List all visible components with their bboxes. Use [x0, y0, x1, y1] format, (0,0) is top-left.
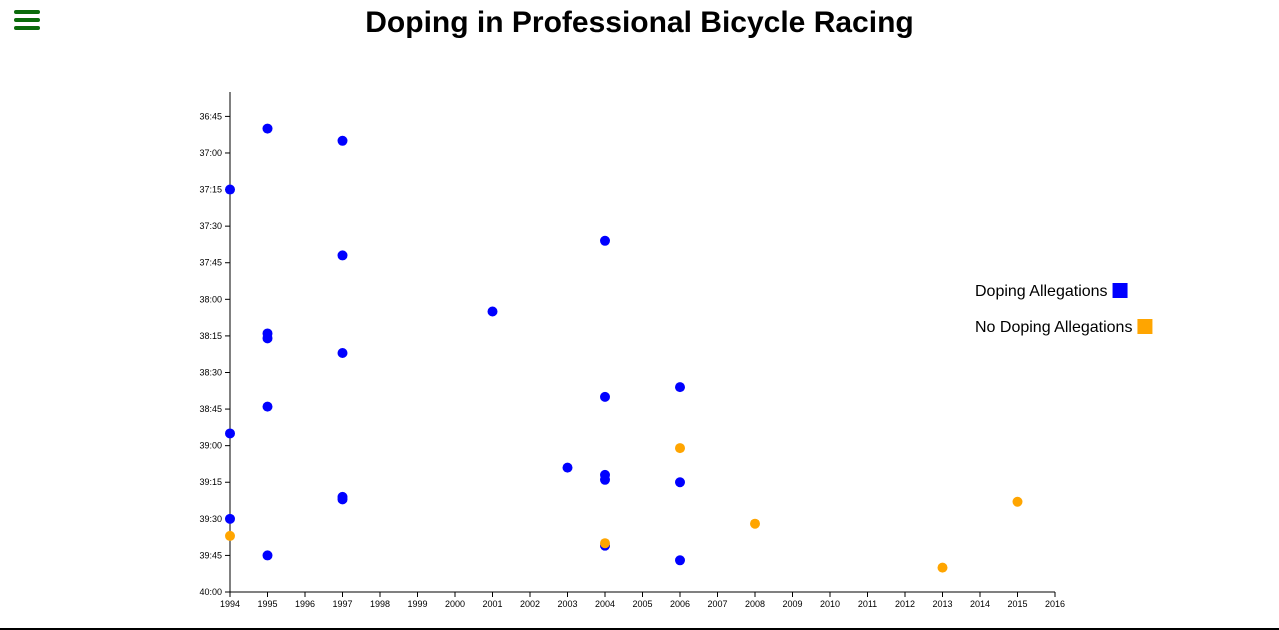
x-tick-label: 1994 — [220, 599, 240, 609]
hamburger-menu-icon-bar — [14, 26, 40, 30]
x-tick-label: 2006 — [670, 599, 690, 609]
data-point-no-doping — [675, 443, 685, 454]
x-tick-label: 2002 — [520, 599, 540, 609]
hamburger-menu-icon — [14, 10, 40, 14]
y-tick-label: 39:15 — [199, 477, 222, 487]
hamburger-menu-icon-bar — [14, 18, 40, 22]
data-point-doping — [600, 235, 610, 246]
y-tick-label: 38:15 — [199, 331, 222, 341]
y-tick-label: 37:30 — [199, 221, 222, 231]
x-tick-label: 1998 — [370, 599, 390, 609]
data-point-doping — [600, 474, 610, 485]
data-point-no-doping — [937, 562, 948, 573]
y-tick-label: 40:00 — [199, 587, 222, 597]
y-tick-label: 38:00 — [199, 294, 222, 304]
y-tick-label: 39:00 — [199, 441, 222, 451]
x-tick-label: 2013 — [932, 599, 952, 609]
x-tick-label: 1995 — [257, 599, 277, 609]
legend-swatch-no-doping — [1137, 319, 1153, 334]
y-tick-label: 38:45 — [199, 404, 222, 414]
x-tick-label: 1999 — [407, 599, 427, 609]
data-point-doping — [562, 462, 573, 473]
x-tick-label: 2016 — [1045, 599, 1065, 609]
data-point-no-doping — [750, 518, 760, 529]
x-tick-label: 2000 — [445, 599, 465, 609]
y-tick-label: 37:45 — [199, 258, 222, 268]
data-point-doping — [337, 347, 348, 358]
data-point-doping — [262, 401, 273, 412]
x-tick-label: 2010 — [820, 599, 840, 609]
legend-label-no-doping: No Doping Allegations — [975, 319, 1132, 336]
y-tick-label: 39:30 — [199, 514, 222, 524]
data-point-doping — [675, 477, 685, 488]
x-tick-label: 1997 — [332, 599, 352, 609]
x-tick-label: 2004 — [595, 599, 615, 609]
data-point-no-doping — [225, 530, 235, 541]
x-tick-label: 2005 — [632, 599, 652, 609]
x-tick-label: 2011 — [858, 599, 877, 609]
x-tick-label: 2008 — [745, 599, 765, 609]
data-point-doping — [225, 184, 235, 195]
data-point-doping — [262, 123, 273, 134]
x-tick-label: 2003 — [557, 599, 577, 609]
legend-swatch-doping — [1112, 283, 1128, 298]
data-point-doping — [262, 550, 273, 561]
page-title: Doping in Professional Bicycle Racing — [365, 6, 914, 39]
data-point-doping — [337, 250, 348, 261]
x-tick-label: 2009 — [782, 599, 802, 609]
y-tick-label: 36:45 — [199, 111, 222, 121]
y-tick-label: 37:00 — [199, 148, 222, 158]
data-point-doping — [675, 555, 685, 566]
x-tick-label: 2012 — [895, 599, 915, 609]
y-tick-label: 39:45 — [199, 550, 222, 560]
data-point-doping — [262, 333, 273, 344]
data-point-doping — [600, 391, 610, 402]
x-tick-label: 2014 — [970, 599, 990, 609]
legend-label-doping: Doping Allegations — [975, 283, 1108, 300]
x-tick-label: 1996 — [295, 599, 315, 609]
data-point-doping — [675, 382, 685, 393]
data-point-doping — [225, 428, 235, 439]
data-point-doping — [487, 306, 498, 317]
data-point-doping — [337, 494, 348, 505]
data-point-doping — [225, 513, 235, 524]
data-point-doping — [337, 135, 348, 146]
x-tick-label: 2015 — [1007, 599, 1027, 609]
bottom-divider — [0, 628, 1279, 630]
menu-button[interactable] — [14, 10, 40, 32]
data-point-no-doping — [1012, 496, 1023, 507]
x-tick-label: 2001 — [482, 599, 502, 609]
y-tick-label: 37:15 — [199, 185, 222, 195]
y-tick-label: 38:30 — [199, 367, 222, 377]
x-tick-label: 2007 — [707, 599, 727, 609]
data-point-no-doping — [600, 538, 610, 549]
